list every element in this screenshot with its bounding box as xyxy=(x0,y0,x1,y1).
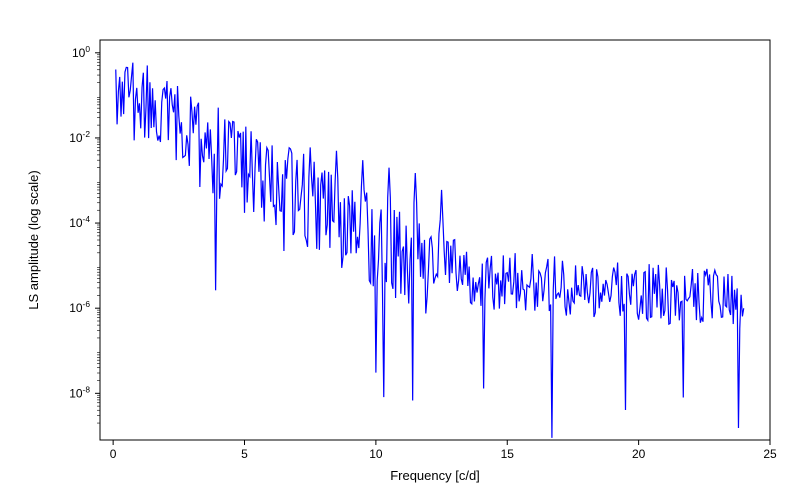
spectrum-line xyxy=(116,63,744,438)
chart-svg: 0 5 10 15 20 25 Frequency [c/d] 10-8 10-6 10-4 10-… xyxy=(0,0,800,500)
x-tick-label: 15 xyxy=(501,447,515,461)
y-axis-label: LS amplitude (log scale) xyxy=(26,170,41,309)
periodogram-chart: 0 5 10 15 20 25 Frequency [c/d] 10-8 10-6 10-4 10-… xyxy=(0,0,800,500)
x-tick-label: 0 xyxy=(110,447,117,461)
x-axis-label: Frequency [c/d] xyxy=(390,468,480,483)
x-tick-label: 25 xyxy=(763,447,777,461)
y-tick-label: 10-4 xyxy=(69,214,90,230)
y-tick-label: 100 xyxy=(72,44,90,60)
x-tick-label: 10 xyxy=(369,447,383,461)
y-tick-label: 10-6 xyxy=(69,299,90,315)
y-tick-label: 10-8 xyxy=(69,384,90,400)
x-tick-label: 5 xyxy=(241,447,248,461)
y-tick-label: 10-2 xyxy=(69,129,90,145)
axes-frame xyxy=(100,40,770,440)
x-tick-label: 20 xyxy=(632,447,646,461)
